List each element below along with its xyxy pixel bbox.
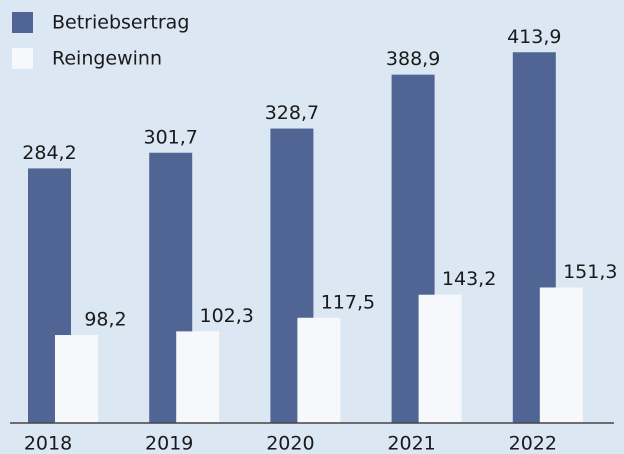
- bar: [418, 294, 462, 423]
- value-label: 413,9: [507, 26, 561, 48]
- bar: [297, 317, 341, 423]
- x-tick-label: 2020: [266, 433, 314, 454]
- value-label: 301,7: [143, 126, 197, 148]
- legend-label: Betriebsertrag: [52, 12, 189, 34]
- value-label: 151,3: [563, 261, 617, 283]
- x-tick-label: 2018: [24, 433, 72, 454]
- bar: [55, 335, 98, 423]
- value-label: 98,2: [84, 309, 126, 331]
- x-tick-label: 2019: [145, 433, 193, 454]
- bar: [176, 331, 220, 423]
- value-label: 117,5: [321, 291, 375, 313]
- value-label: 284,2: [22, 142, 76, 164]
- x-tick-label: 2021: [387, 433, 435, 454]
- bar: [539, 287, 583, 423]
- legend-swatch: [12, 48, 33, 69]
- value-label: 143,2: [442, 268, 496, 290]
- x-tick-label: 2022: [509, 433, 557, 454]
- legend-swatch: [12, 12, 33, 33]
- value-label: 388,9: [386, 48, 440, 70]
- value-label: 102,3: [199, 305, 253, 327]
- legend-label: Reingewinn: [52, 48, 162, 70]
- value-label: 328,7: [265, 102, 319, 124]
